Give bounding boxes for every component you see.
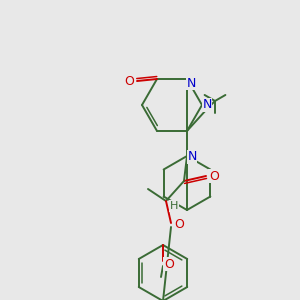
Text: N: N (186, 76, 196, 89)
Text: O: O (174, 218, 184, 232)
Text: O: O (124, 74, 134, 88)
Text: O: O (209, 169, 219, 182)
Text: N: N (202, 98, 212, 112)
Text: O: O (164, 257, 174, 271)
Text: N: N (187, 151, 197, 164)
Text: H: H (170, 201, 178, 211)
